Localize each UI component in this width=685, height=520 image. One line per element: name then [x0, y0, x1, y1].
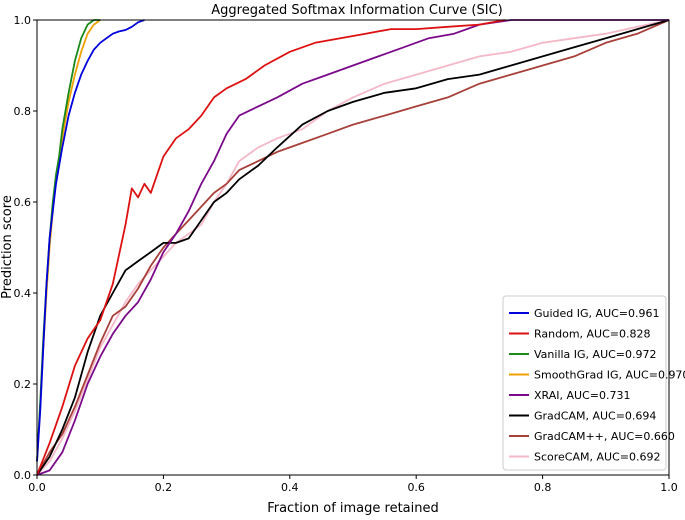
plot-frame: [36, 19, 670, 476]
x-tick-label: 0.4: [281, 481, 299, 494]
x-axis-label: Fraction of image retained: [267, 501, 439, 516]
legend-label-5: GradCAM, AUC=0.694: [534, 410, 656, 423]
x-tick-label: 0.8: [534, 481, 552, 494]
y-tick-label: 0.6: [14, 196, 32, 209]
plot-lines: [36, 19, 670, 476]
legend-label-6: GradCAM++, AUC=0.660: [534, 430, 675, 443]
chart-title: Aggregated Softmax Information Curve (SI…: [211, 3, 502, 18]
legend-label-4: XRAI, AUC=0.731: [534, 389, 630, 402]
legend-label-1: Random, AUC=0.828: [534, 328, 651, 341]
x-tick-label: 0.0: [28, 481, 46, 494]
series-line-3: [36, 19, 101, 462]
legend: Guided IG, AUC=0.961 Random, AUC=0.828 Van…: [502, 295, 685, 471]
series-line-2: [36, 19, 101, 462]
y-axis-label: Prediction score: [0, 195, 15, 299]
x-axis-ticks: 0.0 0.2 0.4 0.6 0.8 1.0: [28, 475, 678, 494]
series-line-0: [36, 19, 145, 462]
x-tick-label: 1.0: [660, 481, 678, 494]
series-line-1: [36, 19, 505, 476]
y-tick-label: 0.4: [14, 287, 32, 300]
legend-label-0: Guided IG, AUC=0.961: [534, 307, 660, 320]
legend-label-3: SmoothGrad IG, AUC=0.970: [534, 369, 685, 382]
y-tick-label: 0.8: [14, 105, 32, 118]
y-axis-ticks: 0.0 0.2 0.4 0.6 0.8 1.0: [14, 14, 37, 482]
series-line-7: [36, 19, 670, 476]
legend-label-7: ScoreCAM, AUC=0.692: [534, 451, 660, 464]
y-tick-label: 0.2: [14, 378, 32, 391]
y-tick-label: 1.0: [14, 14, 32, 27]
x-tick-label: 0.2: [155, 481, 173, 494]
x-tick-label: 0.6: [407, 481, 425, 494]
y-tick-label: 0.0: [14, 469, 32, 482]
legend-box: [502, 295, 667, 471]
series-line-6: [36, 19, 670, 476]
legend-label-2: Vanilla IG, AUC=0.972: [534, 348, 657, 361]
